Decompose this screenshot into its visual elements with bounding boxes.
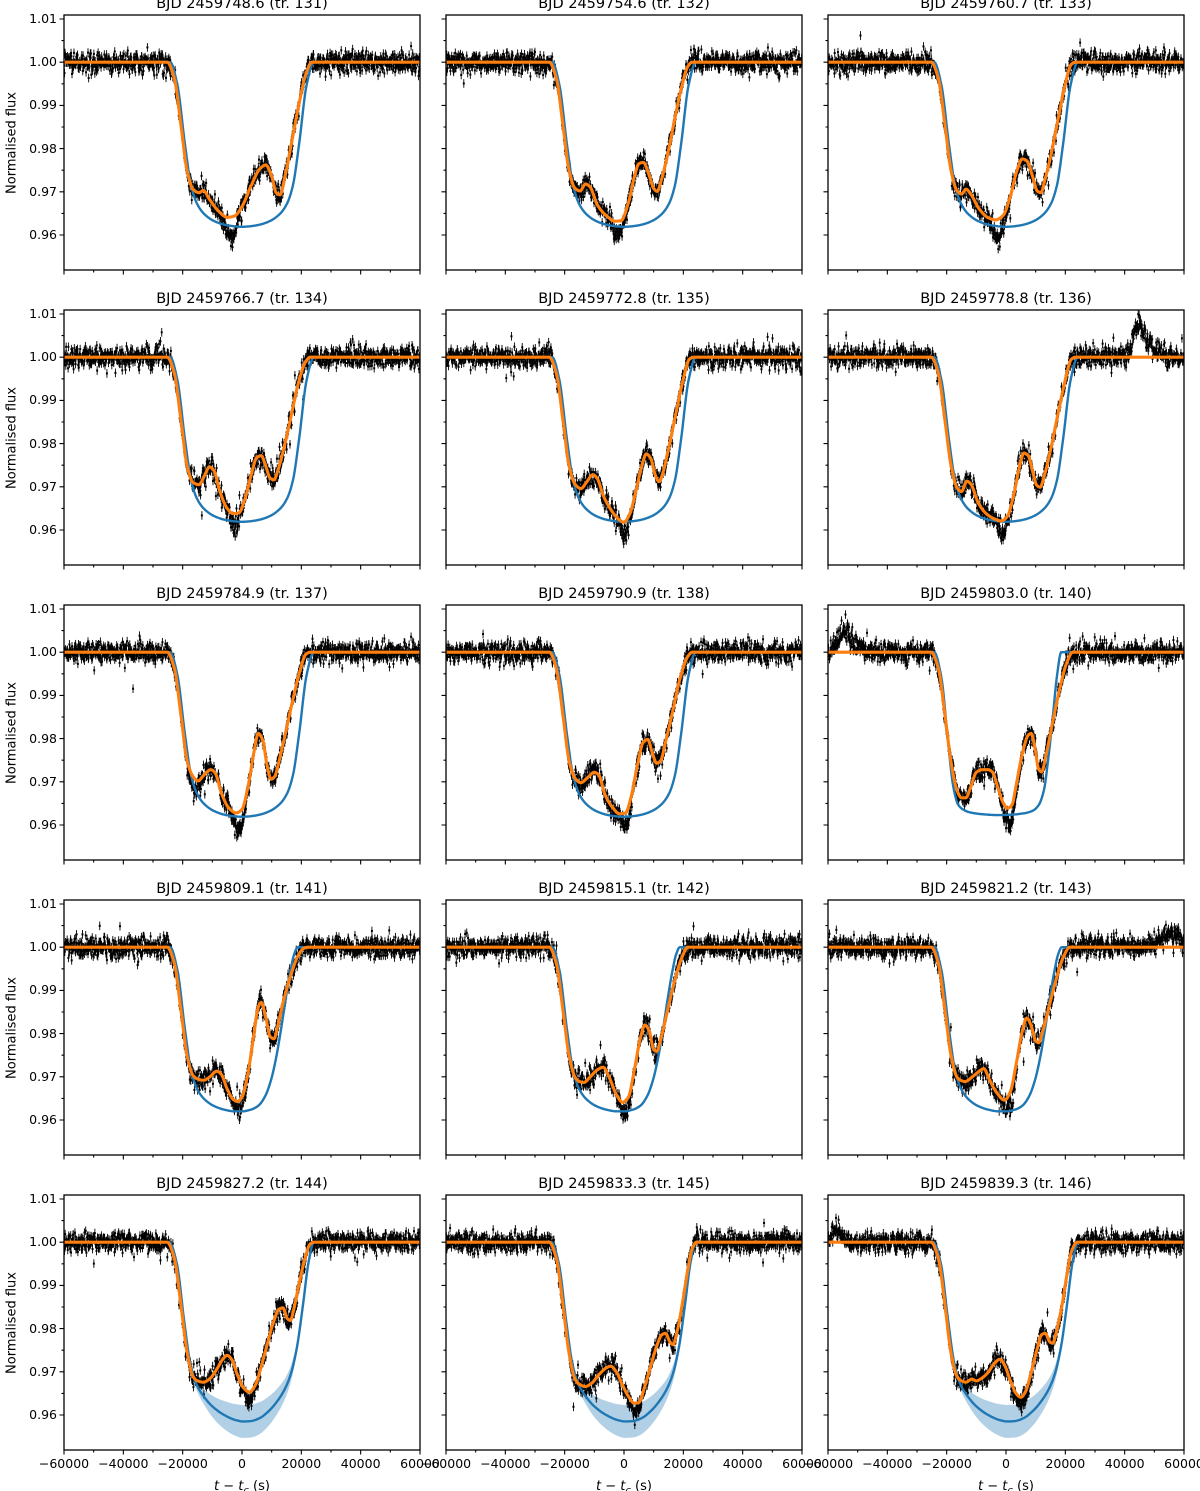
x-tick-label: −40000: [862, 1456, 913, 1471]
x-axis-label-variable: t − t: [978, 1479, 1008, 1491]
y-axis-label: Normalised flux: [4, 681, 20, 784]
x-tick-label: 20000: [663, 1456, 704, 1471]
x-tick-label: −20000: [539, 1456, 590, 1471]
x-tick-label: 60000: [782, 1456, 822, 1471]
y-tick-label: 0.98: [29, 435, 57, 451]
y-tick-label: 0.97: [29, 183, 57, 199]
x-tick-label: 40000: [1104, 1456, 1145, 1471]
lightcurve-canvas: [820, 892, 1192, 1163]
y-tick-label: 0.97: [29, 1068, 57, 1084]
y-axis-label: Normalised flux: [4, 386, 20, 489]
x-axis-label-subscript: c: [243, 1486, 249, 1491]
lightcurve-canvas: [438, 597, 810, 868]
x-tick-label: 0: [1002, 1456, 1010, 1471]
y-tick-label: 0.97: [29, 478, 57, 494]
lightcurve-canvas: [438, 7, 810, 278]
y-tick-label: 0.96: [29, 227, 57, 242]
y-tick-label: 0.98: [29, 140, 57, 156]
lightcurve-canvas: [56, 1187, 428, 1458]
x-axis-label: t − tc (s): [978, 1479, 1034, 1491]
lightcurve-canvas: [820, 302, 1192, 573]
y-tick-label: 0.99: [29, 97, 57, 113]
x-tick-label: 60000: [1164, 1456, 1200, 1471]
x-axis-label-subscript: c: [1007, 1486, 1013, 1491]
y-axis-label: Normalised flux: [4, 1271, 20, 1374]
x-tick-label: −40000: [480, 1456, 531, 1471]
y-tick-label: 1.00: [29, 1234, 57, 1250]
y-tick-label: 0.98: [29, 730, 57, 746]
y-tick-label: 1.00: [29, 54, 57, 70]
y-tick-label: 0.96: [29, 522, 57, 537]
x-tick-label: −20000: [921, 1456, 972, 1471]
x-tick-label: 40000: [722, 1456, 763, 1471]
x-axis-label: t − tc (s): [596, 1479, 652, 1491]
lightcurve-canvas: [438, 892, 810, 1163]
y-axis-label: Normalised flux: [4, 91, 20, 194]
x-axis-label-unit: (s): [248, 1479, 270, 1491]
lightcurve-canvas: [820, 7, 1192, 278]
y-tick-label: 1.01: [29, 306, 57, 321]
lightcurve-canvas: [438, 1187, 810, 1458]
y-tick-label: 1.00: [29, 939, 57, 955]
x-tick-label: 20000: [1045, 1456, 1086, 1471]
y-tick-label: 0.99: [29, 392, 57, 408]
x-tick-label: −20000: [157, 1456, 208, 1471]
x-tick-label: 40000: [340, 1456, 381, 1471]
lightcurve-canvas: [820, 597, 1192, 868]
lightcurve-canvas: [56, 302, 428, 573]
y-tick-label: 1.01: [29, 11, 57, 26]
x-tick-label: 0: [238, 1456, 246, 1471]
lightcurve-canvas: [820, 1187, 1192, 1458]
lightcurve-canvas: [56, 7, 428, 278]
y-tick-label: 0.98: [29, 1025, 57, 1041]
y-tick-label: 0.96: [29, 1112, 57, 1127]
x-tick-label: −60000: [420, 1456, 472, 1471]
y-tick-label: 0.99: [29, 1277, 57, 1293]
x-axis-label-variable: t − t: [596, 1479, 626, 1491]
x-tick-label: 20000: [281, 1456, 322, 1471]
y-axis-label: Normalised flux: [4, 976, 20, 1079]
y-tick-label: 0.99: [29, 687, 57, 703]
x-tick-label: −40000: [98, 1456, 149, 1471]
y-tick-label: 1.01: [29, 896, 57, 911]
y-tick-label: 1.00: [29, 644, 57, 660]
y-tick-label: 0.97: [29, 1363, 57, 1379]
y-tick-label: 1.00: [29, 349, 57, 365]
lightcurve-canvas: [56, 892, 428, 1163]
x-tick-label: 60000: [400, 1456, 440, 1471]
y-tick-label: 0.98: [29, 1320, 57, 1336]
lightcurve-canvas: [56, 597, 428, 868]
x-axis-label-subscript: c: [625, 1486, 631, 1491]
x-tick-label: 0: [620, 1456, 628, 1471]
x-axis-label-unit: (s): [1012, 1479, 1034, 1491]
x-axis-label: t − tc (s): [214, 1479, 270, 1491]
y-tick-label: 0.99: [29, 982, 57, 998]
y-tick-label: 0.96: [29, 817, 57, 832]
lightcurve-canvas: [438, 302, 810, 573]
y-tick-label: 0.96: [29, 1407, 57, 1422]
x-tick-label: −60000: [802, 1456, 854, 1471]
x-axis-label-unit: (s): [630, 1479, 652, 1491]
x-axis-label-variable: t − t: [214, 1479, 244, 1491]
y-tick-label: 1.01: [29, 1191, 57, 1206]
y-tick-label: 0.97: [29, 773, 57, 789]
y-tick-label: 1.01: [29, 601, 57, 616]
x-tick-label: −60000: [38, 1456, 90, 1471]
